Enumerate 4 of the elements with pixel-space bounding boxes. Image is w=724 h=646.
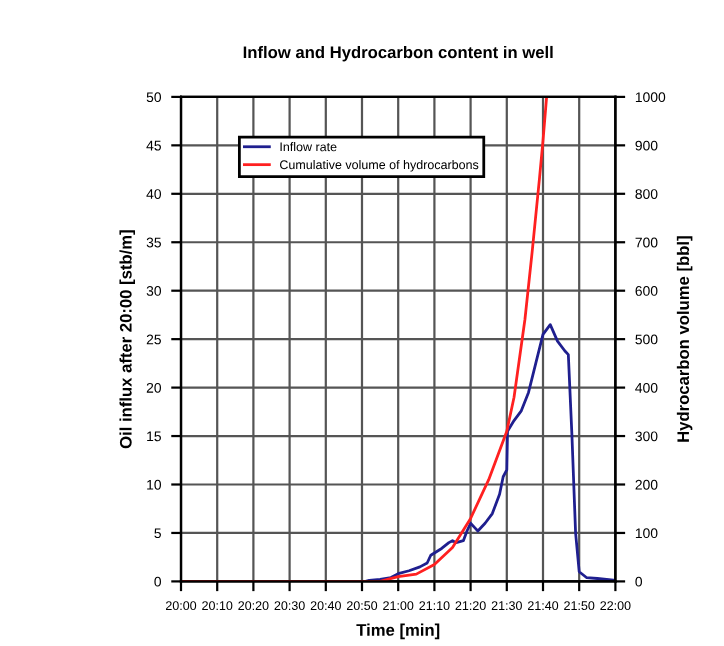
y-axis-title: Oil influx after 20:00 [stb/m] [119,230,135,449]
chart-title: Inflow and Hydrocarbon content in well [243,45,553,62]
x-axis-title: Time [min] [356,623,440,640]
y2-axis-title: Hydrocarbon volume [bbl] [676,236,693,442]
